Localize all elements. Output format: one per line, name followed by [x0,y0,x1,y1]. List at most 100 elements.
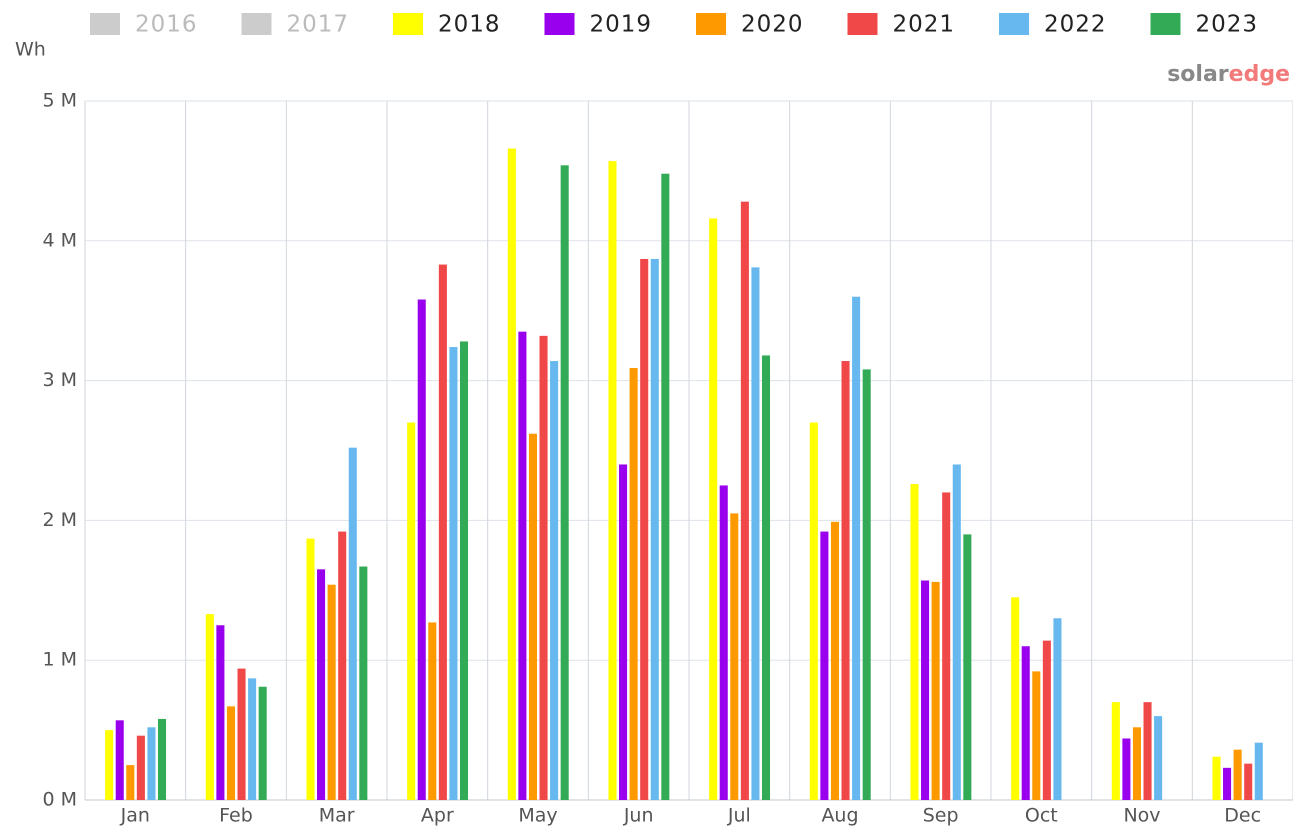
legend-swatch [999,13,1029,35]
x-tick-label: Nov [1123,805,1160,827]
bar [237,668,246,800]
bar [327,584,336,800]
bar [1223,767,1232,800]
legend-swatch [544,13,575,35]
bar [1111,702,1120,800]
y-tick-label: 2 M [42,509,77,531]
bar [921,580,930,800]
x-tick-label: May [518,805,557,827]
bar [550,361,559,800]
bar [539,335,548,800]
x-tick-label: Jan [120,805,150,827]
bar [629,368,638,800]
bar [1244,763,1253,800]
legend-item[interactable]: 2023 [1150,12,1259,38]
legend-swatch [90,13,120,35]
legend-swatch [1150,13,1181,35]
bar [719,485,728,800]
bar [317,569,326,800]
bar [449,347,458,800]
bar [910,484,919,800]
legend-item[interactable]: 2018 [393,12,501,38]
bar [952,464,961,800]
legend-item[interactable]: 2019 [544,12,653,38]
x-tick-label: Oct [1025,805,1058,827]
bar [528,433,537,800]
bar [650,258,659,800]
bar [661,173,670,801]
legend-swatch [393,13,423,35]
bar [709,218,718,800]
bar [1011,597,1020,800]
legend-label: 2017 [287,12,350,38]
bar [216,625,225,800]
bar [115,720,124,800]
bar [518,331,527,800]
bar [157,718,167,800]
bar [820,531,829,800]
bar [852,296,861,800]
bar [348,447,357,800]
legend-item[interactable]: 2020 [696,12,804,38]
bar [258,686,267,800]
legend-item[interactable]: 2021 [847,12,956,38]
bar [407,422,416,800]
brand-second: edge [1229,62,1290,87]
x-tick-label: Sep [923,805,959,827]
legend-swatch [847,13,878,35]
bar [306,538,315,800]
bar [1212,756,1221,800]
bar [248,678,257,800]
y-axis-label: Wh [15,39,46,61]
bar [226,706,235,800]
bar [740,201,749,800]
bar [205,614,214,800]
bar [417,299,426,800]
legend-swatch [696,13,726,35]
x-tick-label: Jul [727,805,751,827]
legend-label: 2016 [135,12,198,38]
legend-label: 2023 [1196,12,1259,38]
bar [761,355,771,800]
legend-label: 2022 [1044,12,1107,38]
bar [751,267,760,800]
bar [931,581,940,800]
bar [730,513,739,800]
legend-label: 2019 [590,12,653,38]
bar [608,161,617,800]
bar [619,464,628,800]
bar [1053,618,1062,800]
bar [359,566,368,800]
bar [147,727,156,800]
bar [560,165,569,801]
bar [136,735,145,800]
bar [428,622,437,800]
bar [1021,646,1030,800]
bar [1042,640,1051,800]
x-tick-label: Apr [421,805,454,827]
bar [809,422,818,800]
bar [841,361,850,800]
legend-label: 2018 [438,12,501,38]
bar [963,534,972,800]
x-tick-label: Feb [219,805,253,827]
bar [1132,727,1141,800]
bar [1122,738,1131,800]
bar [1143,702,1152,800]
legend-item[interactable]: 2016 [90,12,198,38]
bar [942,492,951,800]
bar [1254,742,1263,800]
legend-swatch [241,13,272,35]
bar [830,521,839,800]
bar [640,258,649,800]
y-tick-label: 4 M [42,229,77,251]
legend-label: 2020 [741,12,804,38]
bar [507,148,516,801]
legend-item[interactable]: 2022 [999,12,1107,38]
bar [338,531,347,800]
legend-item[interactable]: 2017 [241,12,350,38]
bar [1233,749,1242,800]
bar [1032,671,1041,800]
bar [105,730,114,800]
